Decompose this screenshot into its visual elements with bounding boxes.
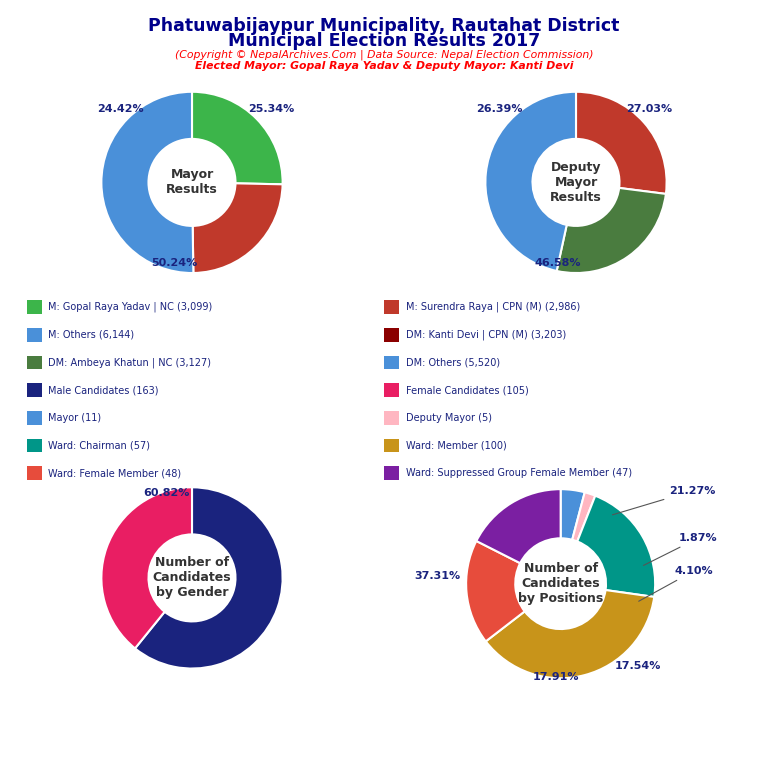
Text: 26.39%: 26.39% xyxy=(476,104,523,114)
Text: 17.91%: 17.91% xyxy=(533,672,579,682)
Text: Female Candidates (105): Female Candidates (105) xyxy=(406,385,528,396)
Text: Number of
Candidates
by Positions: Number of Candidates by Positions xyxy=(518,562,604,605)
Wedge shape xyxy=(485,92,576,271)
Text: Ward: Member (100): Ward: Member (100) xyxy=(406,440,506,451)
Text: 27.03%: 27.03% xyxy=(626,104,672,114)
Wedge shape xyxy=(578,495,655,597)
Text: DM: Kanti Devi | CPN (M) (3,203): DM: Kanti Devi | CPN (M) (3,203) xyxy=(406,329,566,340)
Text: 46.58%: 46.58% xyxy=(535,258,581,268)
Wedge shape xyxy=(193,184,283,273)
Text: 1.87%: 1.87% xyxy=(644,533,717,565)
Text: DM: Ambeya Khatun | NC (3,127): DM: Ambeya Khatun | NC (3,127) xyxy=(48,357,211,368)
Wedge shape xyxy=(101,91,194,273)
Wedge shape xyxy=(476,489,561,563)
Text: Municipal Election Results 2017: Municipal Election Results 2017 xyxy=(228,32,540,50)
Text: Mayor (11): Mayor (11) xyxy=(48,412,101,423)
Text: 37.31%: 37.31% xyxy=(415,571,461,581)
Text: 60.82%: 60.82% xyxy=(144,488,190,498)
Text: M: Surendra Raya | CPN (M) (2,986): M: Surendra Raya | CPN (M) (2,986) xyxy=(406,302,580,313)
Text: M: Gopal Raya Yadav | NC (3,099): M: Gopal Raya Yadav | NC (3,099) xyxy=(48,302,213,313)
Wedge shape xyxy=(572,492,595,541)
Text: Ward: Chairman (57): Ward: Chairman (57) xyxy=(48,440,151,451)
Text: 50.24%: 50.24% xyxy=(151,258,197,268)
Text: Ward: Suppressed Group Female Member (47): Ward: Suppressed Group Female Member (47… xyxy=(406,468,631,478)
Text: Ward: Female Member (48): Ward: Female Member (48) xyxy=(48,468,181,478)
Text: 25.34%: 25.34% xyxy=(248,104,294,114)
Text: Male Candidates (163): Male Candidates (163) xyxy=(48,385,159,396)
Text: Phatuwabijaypur Municipality, Rautahat District: Phatuwabijaypur Municipality, Rautahat D… xyxy=(148,17,620,35)
Text: 39.18%: 39.18% xyxy=(169,654,215,664)
Text: Elected Mayor: Gopal Raya Yadav & Deputy Mayor: Kanti Devi: Elected Mayor: Gopal Raya Yadav & Deputy… xyxy=(195,61,573,71)
Text: 21.27%: 21.27% xyxy=(612,486,716,515)
Text: Number of
Candidates
by Gender: Number of Candidates by Gender xyxy=(153,557,231,599)
Text: Deputy
Mayor
Results: Deputy Mayor Results xyxy=(550,161,602,204)
Text: Mayor
Results: Mayor Results xyxy=(166,168,218,197)
Text: 4.10%: 4.10% xyxy=(639,566,713,601)
Wedge shape xyxy=(561,489,584,540)
Text: 17.54%: 17.54% xyxy=(615,660,661,670)
Text: (Copyright © NepalArchives.Com | Data Source: Nepal Election Commission): (Copyright © NepalArchives.Com | Data So… xyxy=(175,49,593,60)
Wedge shape xyxy=(557,188,666,273)
Text: DM: Others (5,520): DM: Others (5,520) xyxy=(406,357,500,368)
Wedge shape xyxy=(466,541,525,641)
Wedge shape xyxy=(135,488,283,668)
Wedge shape xyxy=(101,488,192,648)
Text: 24.42%: 24.42% xyxy=(97,104,144,114)
Text: Deputy Mayor (5): Deputy Mayor (5) xyxy=(406,412,492,423)
Wedge shape xyxy=(486,590,654,678)
Wedge shape xyxy=(576,92,667,194)
Wedge shape xyxy=(192,92,283,184)
Text: M: Others (6,144): M: Others (6,144) xyxy=(48,329,134,340)
